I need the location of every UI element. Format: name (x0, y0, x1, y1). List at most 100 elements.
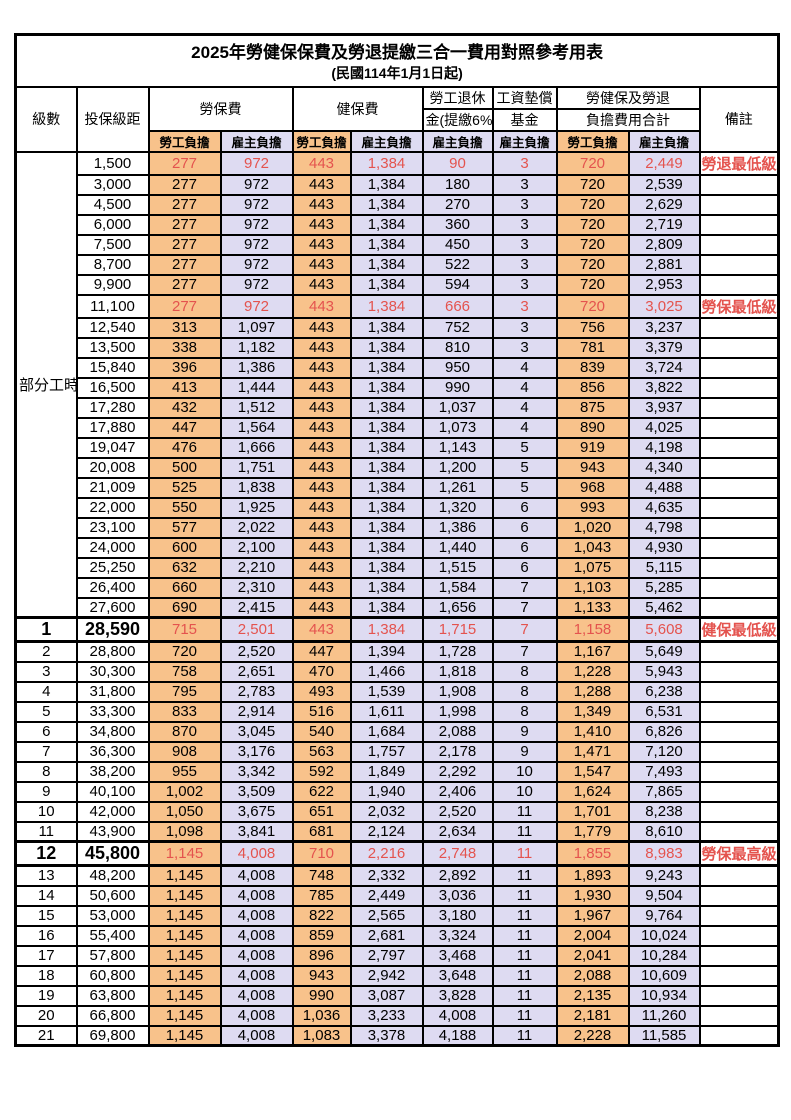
cell-labor-employee: 277 (147, 233, 222, 256)
cell-wage-fund-employer: 7 (491, 640, 558, 663)
cell-remark (698, 316, 780, 339)
cell-level: 8 (14, 760, 78, 783)
cell-total-employee: 720 (555, 253, 630, 276)
cell-health-employee: 443 (291, 416, 352, 439)
cell-labor-employee: 277 (147, 193, 222, 216)
cell-labor-employee: 476 (147, 436, 222, 459)
cell-bracket: 26,400 (75, 576, 150, 599)
cell-wage-fund-employer: 3 (491, 273, 558, 296)
cell-health-employer: 1,539 (349, 680, 424, 703)
cell-pension-employer: 1,143 (421, 436, 494, 459)
cell-wage-fund-employer: 8 (491, 700, 558, 723)
cell-wage-fund-employer: 4 (491, 416, 558, 439)
cell-total-employee: 1,075 (555, 556, 630, 579)
cell-pension-employer: 270 (421, 193, 494, 216)
cell-health-employer: 1,384 (349, 213, 424, 236)
cell-labor-employer: 2,100 (219, 536, 294, 559)
cell-pension-employer: 3,036 (421, 884, 494, 907)
cell-labor-employee: 1,002 (147, 780, 222, 803)
cell-pension-employer: 3,324 (421, 924, 494, 947)
cell-bracket: 42,000 (75, 800, 150, 823)
cell-health-employer: 1,757 (349, 740, 424, 763)
cell-labor-employee: 758 (147, 660, 222, 683)
cell-wage-fund-employer: 6 (491, 556, 558, 579)
cell-total-employer: 9,764 (627, 904, 701, 927)
cell-level: 3 (14, 660, 78, 683)
cell-health-employer: 2,332 (349, 864, 424, 887)
cell-labor-employee: 432 (147, 396, 222, 419)
cell-total-employee: 2,041 (555, 944, 630, 967)
cell-health-employer: 1,384 (349, 496, 424, 519)
table-row: 18 60,800 1,145 4,008 943 2,942 3,648 11 2,088 10… (14, 964, 780, 987)
cell-pension-employer: 2,406 (421, 780, 494, 803)
cell-health-employee: 443 (291, 556, 352, 579)
cell-remark (698, 780, 780, 803)
cell-health-employer: 2,216 (349, 840, 424, 867)
cell-remark: 勞保最高級距 (698, 840, 780, 867)
cell-bracket: 15,840 (75, 356, 150, 379)
table-row: 7,500 277 972 443 1,384 450 3 720 2,809 (16, 233, 780, 256)
cell-health-employee: 443 (291, 316, 352, 339)
cell-labor-employer: 4,008 (219, 1024, 294, 1047)
cell-wage-fund-employer: 5 (491, 456, 558, 479)
cell-labor-employer: 972 (219, 213, 294, 236)
table-row: 8 38,200 955 3,342 592 1,849 2,292 10 1,547 7,493 (14, 760, 780, 783)
cell-bracket: 9,900 (75, 273, 150, 296)
cell-pension-employer: 2,520 (421, 800, 494, 823)
cell-total-employer: 9,243 (627, 864, 701, 887)
cell-remark (698, 720, 780, 743)
cell-total-employee: 1,624 (555, 780, 630, 803)
cell-labor-employee: 955 (147, 760, 222, 783)
cell-remark (698, 516, 780, 539)
cell-wage-fund-employer: 11 (491, 864, 558, 887)
cell-pension-employer: 1,584 (421, 576, 494, 599)
cell-health-employer: 1,611 (349, 700, 424, 723)
cell-labor-employer: 3,841 (219, 820, 294, 843)
table-row: 2 28,800 720 2,520 447 1,394 1,728 7 1,167 5,649 (14, 640, 780, 663)
cell-total-employee: 1,349 (555, 700, 630, 723)
cell-remark (698, 800, 780, 823)
cell-total-employer: 2,629 (627, 193, 701, 216)
cell-health-employee: 540 (291, 720, 352, 743)
cell-total-employer: 8,610 (627, 820, 701, 843)
cell-labor-employer: 4,008 (219, 964, 294, 987)
cell-bracket: 19,047 (75, 436, 150, 459)
cell-wage-fund-employer: 11 (491, 884, 558, 907)
cell-health-employee: 563 (291, 740, 352, 763)
cell-health-employer: 1,384 (349, 516, 424, 539)
cell-labor-employee: 600 (147, 536, 222, 559)
cell-bracket: 3,000 (75, 173, 150, 196)
cell-remark (698, 253, 780, 276)
cell-labor-employee: 1,145 (147, 944, 222, 967)
cell-health-employee: 443 (291, 616, 352, 643)
cell-bracket: 40,100 (75, 780, 150, 803)
cell-labor-employee: 1,145 (147, 924, 222, 947)
cell-pension-employer: 1,715 (421, 616, 494, 643)
cell-bracket: 12,540 (75, 316, 150, 339)
cell-labor-employee: 277 (147, 150, 222, 176)
cell-level: 15 (14, 904, 78, 927)
cell-total-employee: 781 (555, 336, 630, 359)
cell-wage-fund-employer: 4 (491, 356, 558, 379)
cell-remark (698, 904, 780, 927)
cell-health-employee: 470 (291, 660, 352, 683)
header-total-line2: 負擔費用合計 (555, 107, 701, 132)
cell-health-employer: 1,384 (349, 233, 424, 256)
cell-pension-employer: 1,320 (421, 496, 494, 519)
cell-remark (698, 213, 780, 236)
cell-remark (698, 396, 780, 419)
cell-labor-employer: 4,008 (219, 864, 294, 887)
cell-health-employee: 748 (291, 864, 352, 887)
cell-labor-employer: 4,008 (219, 904, 294, 927)
cell-total-employee: 968 (555, 476, 630, 499)
cell-level: 6 (14, 720, 78, 743)
cell-total-employer: 10,024 (627, 924, 701, 947)
cell-labor-employee: 277 (147, 173, 222, 196)
cell-labor-employer: 1,838 (219, 476, 294, 499)
cell-wage-fund-employer: 5 (491, 436, 558, 459)
cell-wage-fund-employer: 3 (491, 293, 558, 319)
cell-labor-employer: 1,751 (219, 456, 294, 479)
cell-labor-employer: 972 (219, 193, 294, 216)
table-row: 27,600 690 2,415 443 1,384 1,656 7 1,133 5,462 (16, 596, 780, 619)
cell-wage-fund-employer: 3 (491, 150, 558, 176)
